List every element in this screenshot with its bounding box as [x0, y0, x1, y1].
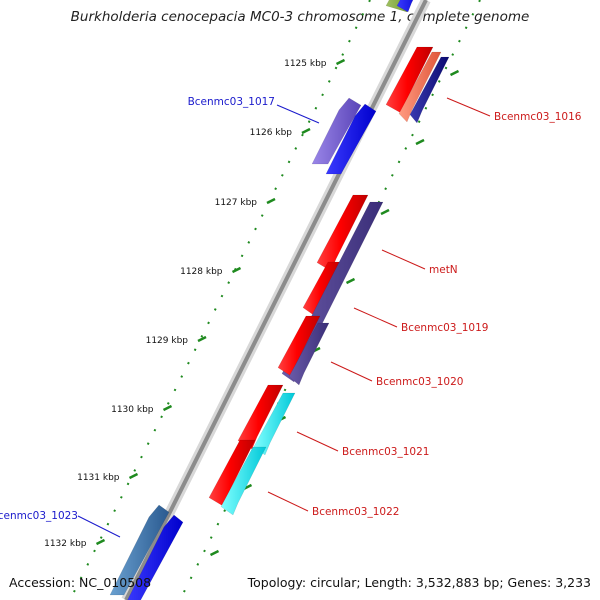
outer-tick-mark — [301, 127, 311, 135]
outer-tick-mark — [197, 335, 207, 343]
gene-feature — [253, 392, 296, 456]
gene-label[interactable]: metN — [429, 264, 458, 276]
leader-line — [267, 491, 309, 512]
leader-line — [353, 307, 398, 328]
tick-label: 1131 kbp — [77, 473, 120, 483]
accession-label: Accession: NC_010508 — [9, 575, 152, 590]
label-leaders — [77, 97, 491, 538]
gene-feature — [220, 446, 267, 516]
inner-tick-mark — [449, 69, 460, 77]
tick-label: 1129 kbp — [146, 336, 189, 346]
tick-label: 1132 kbp — [44, 539, 87, 549]
leader-line — [381, 249, 426, 270]
gene-label[interactable]: Bcenmc03_1020 — [376, 376, 463, 388]
inner-tick-mark — [345, 277, 356, 285]
inner-tick-mark — [415, 138, 425, 146]
leader-line — [446, 97, 491, 117]
gene-feature — [237, 384, 284, 450]
gene-label[interactable]: Bcenmc03_1016 — [494, 111, 582, 123]
gene-label[interactable]: Bcenmc03_1022 — [312, 506, 399, 518]
leader-line — [296, 431, 339, 452]
tick-labels: 1125 kbp 1126 kbp 1127 kbp 1128 kbp 1129 kbp… — [44, 59, 327, 549]
leader-line — [276, 104, 320, 124]
inner-tick-mark — [380, 208, 390, 216]
outer-tick-mark — [266, 197, 276, 205]
outer-tick-mark — [162, 404, 173, 412]
gene-feature — [288, 322, 330, 386]
gene-label[interactable]: Bcenmc03_1021 — [342, 446, 429, 458]
tick-label: 1125 kbp — [284, 59, 327, 69]
tick-label: 1130 kbp — [111, 405, 154, 415]
backbone — [121, 0, 431, 600]
outer-tick-mark — [335, 58, 346, 66]
gene-feature — [127, 514, 184, 600]
gene-feature — [409, 56, 450, 124]
gene-feature — [109, 504, 170, 596]
gene-feature — [311, 97, 362, 165]
tick-label: 1126 kbp — [250, 128, 293, 138]
gene-feature — [396, 0, 414, 13]
genome-summary: Topology: circular; Length: 3,532,883 bp… — [247, 575, 591, 590]
gene-label[interactable]: Bcenmc03_1023 — [0, 510, 78, 522]
leader-line — [77, 515, 121, 538]
gene-labels: Bcenmc03_1017 Bcenmc03_1016 metN Bcenmc03_1… — [0, 96, 582, 522]
outer-tick-mark — [128, 472, 139, 480]
tick-label: 1127 kbp — [215, 198, 258, 208]
tick-label: 1128 kbp — [180, 267, 223, 277]
leader-line — [330, 361, 373, 382]
gene-features — [109, 0, 450, 600]
gene-feature — [325, 103, 377, 175]
gene-label[interactable]: Bcenmc03_1019 — [401, 322, 488, 334]
gene-feature — [398, 51, 442, 123]
inner-tick-mark — [209, 549, 220, 557]
gene-label[interactable]: Bcenmc03_1017 — [188, 96, 275, 108]
outer-tick-mark — [95, 538, 106, 546]
outer-tick-mark — [231, 266, 242, 274]
